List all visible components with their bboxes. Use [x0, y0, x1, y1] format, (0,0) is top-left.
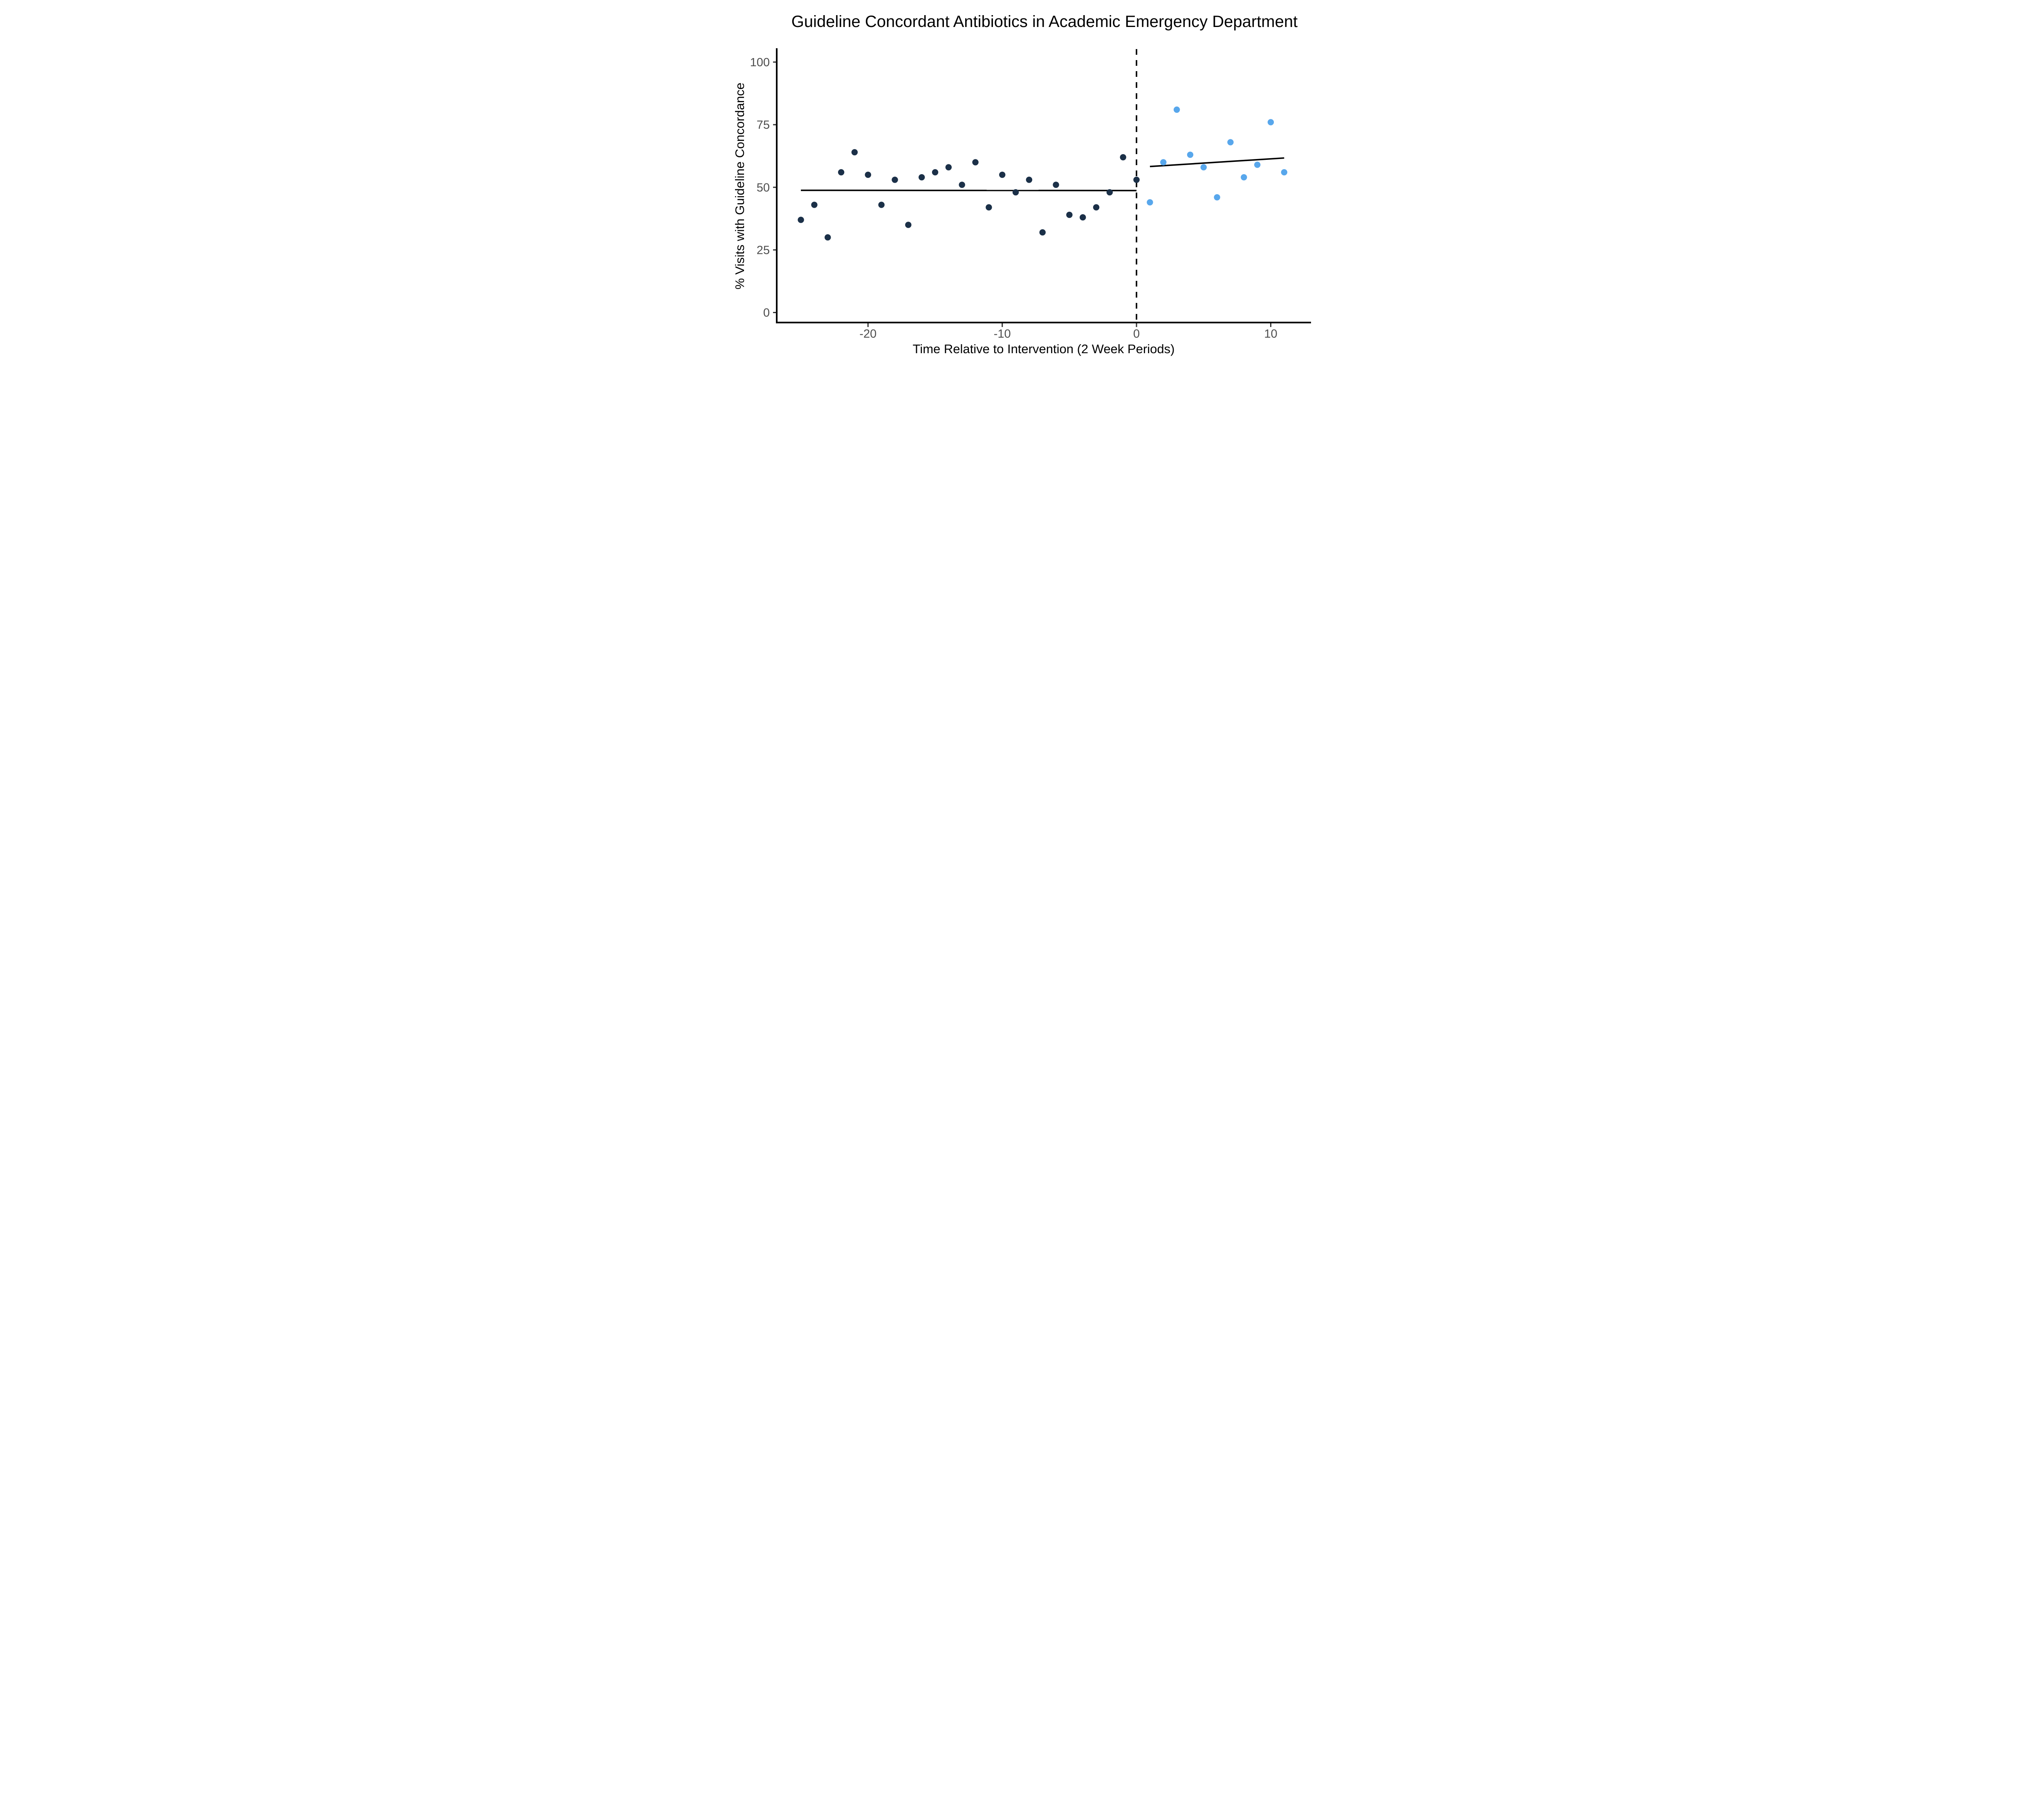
x-tick-label: -10: [994, 327, 1011, 341]
data-point-pre-intervention: [1106, 189, 1113, 196]
chart-title: Guideline Concordant Antibiotics in Acad…: [791, 13, 1298, 31]
data-points: [798, 106, 1288, 241]
pre-trend-line: [801, 189, 1137, 191]
data-point-pre-intervention: [798, 217, 804, 223]
data-point-pre-intervention: [972, 159, 979, 166]
axes: 0 25 50 75 100 -20 -10 0 10: [750, 48, 1311, 341]
post-trend-line: [1150, 157, 1284, 168]
x-tick-label: 10: [1264, 327, 1277, 341]
x-tick-label: 0: [1133, 327, 1140, 341]
data-point-pre-intervention: [905, 222, 912, 228]
data-point-pre-intervention: [838, 169, 845, 176]
data-point-pre-intervention: [811, 202, 818, 208]
y-tick-label: 100: [750, 56, 770, 69]
data-point-post-intervention: [1147, 199, 1153, 206]
data-point-post-intervention: [1160, 159, 1167, 166]
data-point-post-intervention: [1254, 161, 1261, 168]
data-point-post-intervention: [1187, 151, 1194, 158]
data-point-post-intervention: [1267, 119, 1274, 125]
data-point-pre-intervention: [1066, 211, 1073, 218]
data-point-post-intervention: [1241, 174, 1247, 181]
data-point-pre-intervention: [825, 234, 831, 241]
data-point-pre-intervention: [932, 169, 939, 176]
data-point-post-intervention: [1214, 194, 1220, 201]
y-tick-label: 75: [757, 119, 770, 132]
data-point-pre-intervention: [1093, 204, 1100, 211]
y-axis-title: % Visits with Guideline Concordance: [733, 83, 747, 289]
scatter-chart: Guideline Concordant Antibiotics in Acad…: [733, 13, 1311, 356]
y-tick-label: 25: [757, 244, 770, 257]
data-point-post-intervention: [1173, 106, 1180, 113]
data-point-pre-intervention: [986, 204, 992, 211]
figure: Guideline Concordant Antibiotics in Acad…: [728, 0, 1316, 363]
data-point-pre-intervention: [1039, 229, 1046, 236]
y-tick-label: 50: [757, 181, 770, 194]
x-tick-label: -20: [859, 327, 876, 341]
data-point-post-intervention: [1227, 139, 1234, 146]
data-point-pre-intervention: [878, 202, 885, 208]
data-point-pre-intervention: [1120, 154, 1126, 161]
data-point-pre-intervention: [945, 164, 952, 170]
trend-lines: [801, 157, 1284, 191]
data-point-pre-intervention: [892, 177, 898, 183]
data-point-pre-intervention: [1133, 177, 1140, 183]
data-point-pre-intervention: [851, 149, 858, 156]
data-point-pre-intervention: [999, 171, 1006, 178]
x-axis-title: Time Relative to Intervention (2 Week Pe…: [913, 342, 1175, 356]
y-tick-label: 0: [763, 307, 770, 320]
data-point-pre-intervention: [959, 182, 965, 188]
data-point-post-intervention: [1281, 169, 1288, 176]
data-point-pre-intervention: [1053, 182, 1059, 188]
data-point-pre-intervention: [918, 174, 925, 181]
data-point-pre-intervention: [1026, 177, 1033, 183]
data-point-post-intervention: [1200, 164, 1207, 170]
data-point-pre-intervention: [1012, 189, 1019, 196]
data-point-pre-intervention: [865, 171, 872, 178]
data-point-pre-intervention: [1080, 214, 1086, 221]
